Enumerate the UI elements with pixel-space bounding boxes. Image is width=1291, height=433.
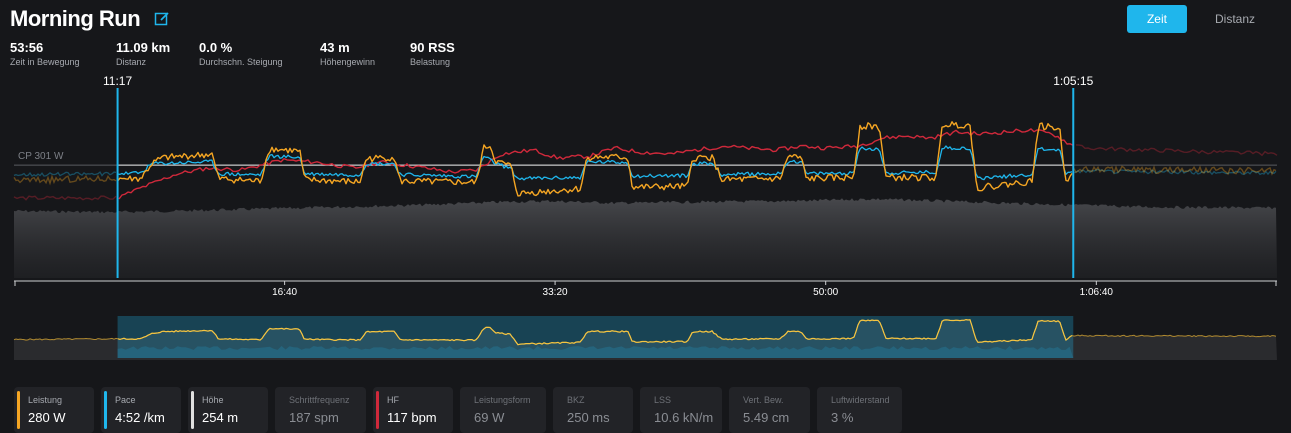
metric-value: 10.6 kN/m xyxy=(654,410,714,425)
stat-moving-time: 53:56 Zeit in Bewegung xyxy=(10,40,116,67)
reference-line-label: CP 301 W xyxy=(18,151,64,162)
stat-elevation-gain: 43 m Höhengewinn xyxy=(320,40,410,67)
metric-label: BKZ xyxy=(567,395,585,405)
metric-value: 69 W xyxy=(474,410,505,425)
metric-label: HF xyxy=(387,395,399,405)
elevation-area xyxy=(14,198,1277,278)
metric-color-indicator xyxy=(17,391,20,429)
edit-icon[interactable] xyxy=(154,11,170,27)
selection-end-label: 1:05:15 xyxy=(1053,74,1093,88)
metric-card-leistungsform[interactable]: Leistungsform 69 W xyxy=(460,387,546,433)
stat-label: Zeit in Bewegung xyxy=(10,57,80,67)
series-pace-after-selection xyxy=(1073,168,1277,176)
metric-value: 254 m xyxy=(202,410,239,425)
overview-chart[interactable] xyxy=(0,310,1291,362)
metric-label: Schrittfrequenz xyxy=(289,395,350,405)
metric-value: 4:52 /km xyxy=(115,410,165,425)
metric-value: 117 bpm xyxy=(387,410,437,425)
metric-label: LSS xyxy=(654,395,672,405)
metric-card-vert-bew-[interactable]: Vert. Bew. 5.49 cm xyxy=(729,387,810,433)
stat-stress: 90 RSS Belastung xyxy=(410,40,490,67)
metric-value: 250 ms xyxy=(567,410,610,425)
metric-label: Höhe xyxy=(202,395,224,405)
metric-label: Leistungsform xyxy=(474,395,531,405)
stat-label: Distanz xyxy=(116,57,147,67)
main-chart[interactable]: CP 301 W 11:17 1:05:15 16:40 33:20 50:00 1:06:… xyxy=(0,70,1291,302)
metric-color-indicator xyxy=(104,391,107,429)
metric-color-indicator xyxy=(376,391,379,429)
series-leistung-after-selection xyxy=(1073,165,1277,176)
metric-value: 187 spm xyxy=(289,410,339,425)
series-leistung-before-selection xyxy=(13,174,117,186)
metric-card-hf[interactable]: HF 117 bpm xyxy=(373,387,453,433)
x-axis-tick-label: 1:06:40 xyxy=(1080,287,1114,298)
overview-power-line-selected xyxy=(117,318,1073,346)
metric-card-leistung[interactable]: Leistung 280 W xyxy=(14,387,94,433)
stat-value: 11.09 km xyxy=(116,40,171,55)
metric-card-bkz[interactable]: BKZ 250 ms xyxy=(553,387,633,433)
stat-label: Höhengewinn xyxy=(320,57,376,67)
series-pace-line xyxy=(117,145,1073,181)
metric-card-schrittfrequenz[interactable]: Schrittfrequenz 187 spm xyxy=(275,387,366,433)
overview-area xyxy=(14,319,1277,360)
metric-value: 3 % xyxy=(831,410,854,425)
stat-label: Belastung xyxy=(410,57,451,67)
stat-value: 43 m xyxy=(320,40,350,55)
header: Morning Run xyxy=(10,6,170,32)
page-title: Morning Run xyxy=(10,6,141,31)
stat-value: 53:56 xyxy=(10,40,44,55)
metric-card-luftwiderstand[interactable]: Luftwiderstand 3 % xyxy=(817,387,902,433)
metric-value: 280 W xyxy=(28,410,66,425)
time-toggle-button[interactable]: Zeit xyxy=(1126,5,1187,33)
distance-toggle-button[interactable]: Distanz xyxy=(1214,12,1255,26)
stat-distance: 11.09 km Distanz xyxy=(116,40,199,67)
stat-avg-grade: 0.0 % Durchschn. Steigung xyxy=(199,40,320,67)
stat-value: 90 RSS xyxy=(410,40,455,55)
stat-value: 0.0 % xyxy=(199,40,233,55)
metric-label: Luftwiderstand xyxy=(831,395,890,405)
overview-selection-window[interactable] xyxy=(117,316,1074,358)
metric-value: 5.49 cm xyxy=(743,410,790,425)
stat-label: Durchschn. Steigung xyxy=(199,57,283,67)
x-axis-tick-label: 16:40 xyxy=(272,287,297,298)
metric-label: Leistung xyxy=(28,395,63,405)
series-hf-line xyxy=(118,128,1074,200)
series-pace-before-selection xyxy=(13,171,117,177)
series-leistung-line xyxy=(117,121,1073,197)
metric-selector: Leistung 280 W Pace 4:52 /km Höhe 254 m Schrit… xyxy=(14,387,902,433)
x-axis-tick-label: 50:00 xyxy=(813,287,838,298)
metric-color-indicator xyxy=(191,391,194,429)
series-hf-after-selection xyxy=(1075,144,1278,157)
metric-label: Vert. Bew. xyxy=(743,395,784,405)
series-hf-before-selection xyxy=(13,195,117,201)
selection-start-label: 11:17 xyxy=(103,74,132,88)
x-axis-tick-label: 33:20 xyxy=(543,287,568,298)
metric-card-pace[interactable]: Pace 4:52 /km xyxy=(101,387,181,433)
summary-stats: 53:56 Zeit in Bewegung 11.09 km Distanz … xyxy=(10,40,490,67)
metric-card-lss[interactable]: LSS 10.6 kN/m xyxy=(640,387,722,433)
view-toggle: Zeit Distanz xyxy=(1126,5,1277,33)
metric-card-höhe[interactable]: Höhe 254 m xyxy=(188,387,268,433)
metric-label: Pace xyxy=(115,395,136,405)
overview-elevation xyxy=(117,346,1074,358)
